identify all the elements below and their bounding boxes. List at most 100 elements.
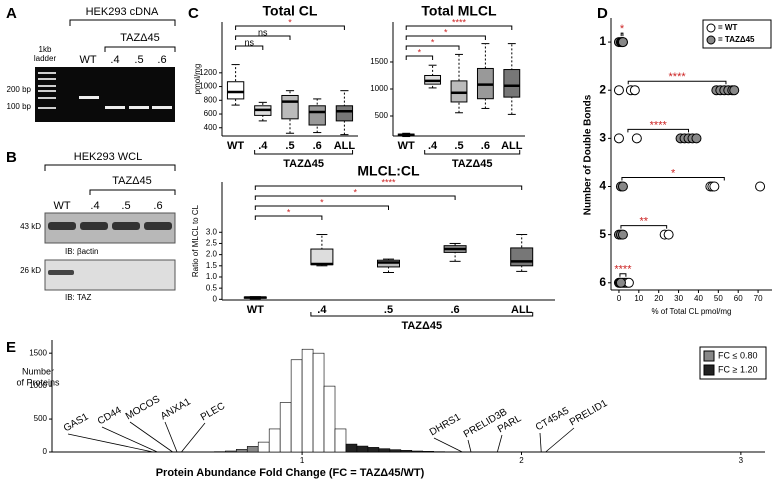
significance-bracket bbox=[254, 205, 389, 210]
data-point bbox=[729, 85, 740, 96]
annotation-line bbox=[545, 427, 575, 453]
x-tick-label: 3 bbox=[739, 456, 744, 465]
histogram-bar bbox=[257, 441, 270, 453]
histogram-bar bbox=[334, 428, 347, 453]
y-axis-label: Number bbox=[22, 366, 54, 376]
legend-label: FC ≥ 1.20 bbox=[718, 364, 757, 374]
significance-bracket bbox=[254, 215, 323, 220]
annotation-line bbox=[181, 422, 206, 453]
group-bracket bbox=[254, 150, 354, 155]
x-tick-label: 50 bbox=[714, 294, 723, 303]
y-tick-label: 600 bbox=[204, 109, 218, 118]
x-tick-label: ALL bbox=[511, 304, 533, 316]
annotation-line bbox=[67, 433, 153, 453]
significance-label: ns bbox=[258, 27, 268, 37]
group-label: TAZΔ45 bbox=[120, 32, 160, 44]
legend-label: = TAZΔ45 bbox=[718, 35, 755, 44]
significance-bracket bbox=[235, 45, 264, 50]
lane-label: .6 bbox=[157, 54, 166, 66]
lane-label: .4 bbox=[90, 200, 99, 212]
significance-bracket bbox=[620, 225, 668, 229]
data-point bbox=[613, 85, 624, 96]
lane-label: .4 bbox=[110, 54, 119, 66]
significance-label: ** bbox=[640, 216, 649, 228]
x-tick-label: WT bbox=[398, 140, 415, 152]
histogram-bar bbox=[268, 428, 281, 453]
histogram-bar bbox=[356, 445, 369, 453]
blot-size: 26 kD bbox=[20, 266, 41, 275]
annotation-line bbox=[467, 439, 472, 453]
x-tick-label: 0 bbox=[617, 294, 622, 303]
legend-marker bbox=[706, 35, 716, 45]
significance-bracket bbox=[405, 35, 486, 40]
panel-letter: B bbox=[6, 149, 17, 166]
blot-bands bbox=[48, 222, 172, 230]
y-tick-label: 500 bbox=[34, 414, 48, 423]
blot-label: IB: βactin bbox=[65, 247, 99, 256]
y-tick-label: 1 bbox=[599, 34, 606, 48]
histogram-bar bbox=[312, 352, 325, 453]
data-point bbox=[617, 37, 628, 48]
y-tick-label: 5 bbox=[599, 227, 606, 241]
panel-letter: D bbox=[597, 5, 608, 22]
histogram-bar bbox=[301, 348, 314, 453]
bracket bbox=[89, 189, 176, 195]
x-tick-label: 70 bbox=[754, 294, 763, 303]
histogram-bar bbox=[345, 443, 358, 453]
annotation-line bbox=[433, 437, 463, 453]
panel-a-title: HEK293 cDNA bbox=[86, 6, 159, 18]
y-tick-label: 0 bbox=[213, 294, 218, 303]
box bbox=[335, 105, 354, 122]
x-tick-label: 30 bbox=[674, 294, 683, 303]
histogram-bar bbox=[367, 447, 380, 453]
box bbox=[281, 94, 299, 120]
x-tick-label: .5 bbox=[454, 140, 463, 152]
chart-title: MLCL:CL bbox=[357, 163, 420, 179]
histogram-bar bbox=[400, 450, 413, 453]
annotation-label: CD44 bbox=[96, 405, 124, 428]
annotation-line bbox=[129, 421, 173, 453]
x-tick-label: .6 bbox=[481, 140, 490, 152]
chart-title: Total CL bbox=[263, 3, 318, 19]
legend-swatch bbox=[703, 364, 715, 376]
significance-bracket bbox=[627, 80, 727, 85]
x-tick-label: 20 bbox=[654, 294, 663, 303]
histogram-bar bbox=[323, 385, 336, 453]
significance-label: ns bbox=[244, 37, 254, 47]
group-label: TAZΔ45 bbox=[283, 158, 324, 170]
significance-bracket bbox=[619, 273, 627, 277]
legend-marker bbox=[706, 23, 716, 33]
y-tick-label: 3.0 bbox=[206, 227, 218, 236]
x-tick-label: .4 bbox=[258, 140, 268, 152]
significance-bracket bbox=[405, 45, 460, 50]
significance-label: * bbox=[620, 23, 625, 35]
significance-label: * bbox=[418, 47, 422, 57]
x-tick-label: .5 bbox=[285, 140, 294, 152]
y-axis-label: pmol/mg bbox=[193, 64, 202, 95]
y-tick-label: 400 bbox=[204, 123, 218, 132]
x-tick-label: ALL bbox=[334, 140, 356, 152]
histogram-bar bbox=[235, 449, 248, 453]
y-tick-label: 2 bbox=[599, 82, 606, 96]
histogram-bar bbox=[279, 402, 292, 453]
significance-bracket bbox=[235, 25, 345, 30]
data-point bbox=[613, 133, 624, 144]
annotation-label: DHRS1 bbox=[428, 412, 463, 439]
marker-label: 200 bp bbox=[7, 85, 32, 94]
y-tick-label: 3 bbox=[599, 131, 606, 145]
ladder-label: 1kb bbox=[39, 45, 52, 54]
chart-title: Total MLCL bbox=[421, 3, 497, 19]
data-point bbox=[615, 277, 626, 288]
x-tick-label: .4 bbox=[428, 140, 438, 152]
significance-bracket bbox=[254, 185, 523, 190]
significance-label: **** bbox=[669, 71, 687, 83]
significance-bracket bbox=[405, 55, 434, 60]
lane-label: .5 bbox=[121, 200, 130, 212]
data-point bbox=[691, 133, 702, 144]
y-tick-label: 0.5 bbox=[206, 283, 218, 292]
annotation-line bbox=[101, 426, 158, 453]
annotation-label: PRELID1 bbox=[568, 398, 610, 429]
panel-b-title: HEK293 WCL bbox=[74, 151, 142, 163]
x-axis-label: % of Total CL pmol/mg bbox=[651, 307, 731, 316]
